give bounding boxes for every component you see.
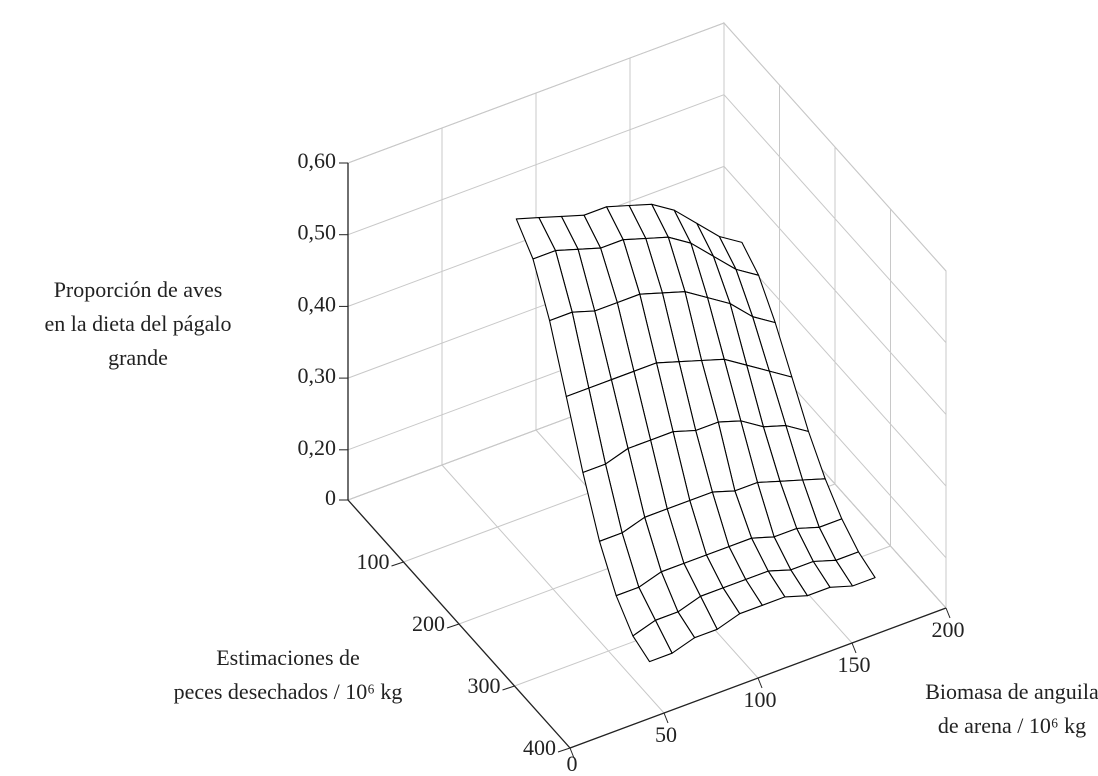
y-tick-label: 300 (468, 673, 501, 698)
grid-line (441, 128, 665, 714)
y-tick (446, 623, 460, 629)
y-tick (502, 685, 515, 691)
x-axis-title: Biomasa de anguila (925, 679, 1098, 704)
y-tick (391, 561, 404, 567)
z-tick-label: 0,50 (298, 220, 337, 245)
y-tick-label: 400 (523, 735, 556, 760)
z-tick-label: 0 (325, 485, 336, 510)
z-tick-label: 0,30 (298, 363, 337, 388)
x-tick (569, 747, 575, 759)
z-tick-label: 0,40 (298, 291, 337, 316)
z-tick-label: 0,20 (298, 435, 337, 460)
x-tick-label: 100 (744, 687, 777, 712)
x-tick-label: 50 (655, 722, 677, 747)
x-tick-label: 0 (567, 751, 578, 776)
surface-cell (632, 619, 673, 663)
x-tick (663, 712, 669, 724)
y-axis-title: Estimaciones de (216, 645, 360, 670)
z-axis-title: grande (108, 345, 168, 370)
y-tick (557, 747, 571, 753)
grid-line (458, 147, 836, 625)
z-tick-label: 0,60 (298, 148, 337, 173)
z-axis-title: en la dieta del págalo (45, 311, 232, 336)
x-tick (851, 642, 857, 654)
x-tick (757, 677, 763, 689)
z-axis-title: Proporción de aves (54, 277, 223, 302)
x-tick-label: 150 (838, 652, 871, 677)
y-tick-label: 100 (357, 549, 390, 574)
x-axis-title: de arena / 10⁶ kg (938, 713, 1086, 738)
x-tick-label: 200 (932, 617, 965, 642)
y-axis-title: peces desechados / 10⁶ kg (174, 679, 403, 704)
y-tick-label: 200 (412, 611, 445, 636)
x-tick (945, 607, 951, 619)
